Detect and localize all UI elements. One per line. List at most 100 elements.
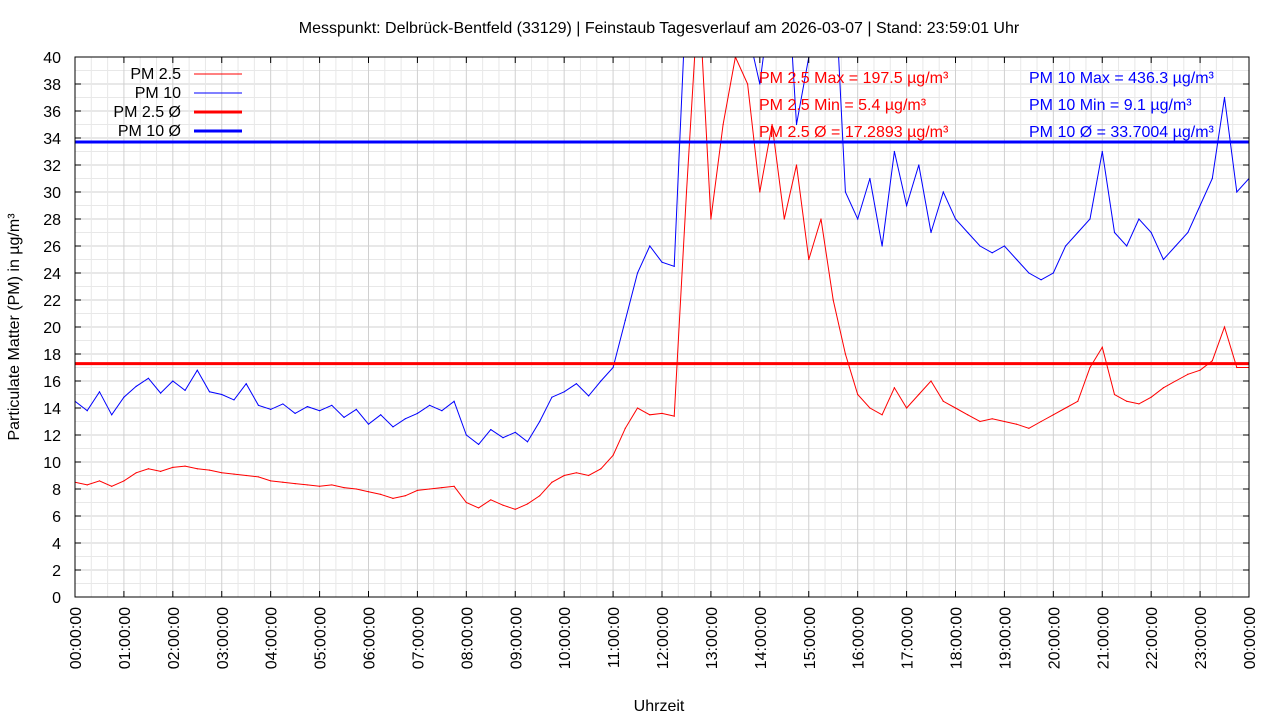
data-point-pm-2-5 — [343, 487, 345, 489]
y-tick-label: 38 — [43, 77, 61, 94]
data-point-pm-2-5 — [270, 480, 272, 482]
data-point-pm-10 — [1162, 258, 1164, 261]
legend-label-pm10: PM 10 — [135, 85, 181, 102]
data-point-pm-10 — [441, 410, 443, 412]
data-point-pm-10 — [844, 191, 847, 193]
data-point-pm-2-5 — [539, 495, 541, 497]
y-tick-label: 18 — [43, 347, 61, 364]
data-point-pm-10 — [1040, 279, 1042, 281]
data-point-pm-10 — [429, 404, 431, 406]
x-tick-label: 00:00:00 — [1242, 607, 1259, 669]
data-point-pm-2-5 — [135, 472, 137, 474]
data-point-pm-2-5 — [331, 484, 333, 486]
data-point-pm-10 — [918, 164, 920, 166]
x-axis-label: Uhrzeit — [634, 698, 685, 715]
data-point-pm-2-5 — [257, 476, 260, 478]
ticks: 024681012141618202224262830323436384000:… — [43, 50, 1259, 669]
data-point-pm-10 — [318, 410, 321, 412]
data-point-pm-2-5 — [857, 393, 859, 396]
data-point-pm-10 — [331, 404, 333, 406]
data-point-pm-10 — [942, 191, 944, 193]
pm10-min-annotation: PM 10 Min = 9.1 µg/m³ — [1029, 97, 1192, 114]
data-point-pm-10 — [86, 410, 88, 412]
data-point-pm-10 — [490, 429, 492, 431]
data-point-pm-2-5 — [1138, 403, 1140, 405]
data-point-pm-2-5 — [282, 481, 284, 483]
data-point-pm-2-5 — [1150, 396, 1152, 398]
data-point-pm-2-5 — [221, 472, 223, 474]
data-point-pm-2-5 — [318, 485, 321, 487]
data-point-pm-2-5 — [991, 418, 993, 420]
x-tick-label: 00:00:00 — [68, 607, 85, 669]
x-tick-label: 10:00:00 — [557, 607, 574, 669]
data-point-pm-10 — [1077, 231, 1079, 234]
data-point-pm-10 — [196, 369, 198, 371]
y-tick-label: 26 — [43, 239, 61, 256]
data-point-pm-2-5 — [759, 191, 761, 193]
data-point-pm-2-5 — [661, 412, 663, 414]
data-point-pm-2-5 — [967, 414, 969, 416]
data-point-pm-10 — [1089, 218, 1091, 220]
data-point-pm-10 — [404, 418, 406, 420]
data-point-pm-2-5 — [685, 191, 688, 193]
x-tick-label: 02:00:00 — [166, 607, 183, 669]
data-point-pm-10 — [477, 443, 480, 446]
data-point-pm-10 — [160, 392, 162, 394]
x-tick-label: 19:00:00 — [997, 607, 1014, 669]
data-point-pm-2-5 — [869, 407, 871, 409]
y-tick-label: 24 — [43, 266, 61, 283]
data-point-pm-2-5 — [98, 480, 101, 482]
pm25-max-annotation: PM 2.5 Max = 197.5 µg/m³ — [759, 70, 949, 87]
chart-title: Messpunkt: Delbrück-Bentfeld (33129) | F… — [299, 20, 1020, 37]
data-point-pm-2-5 — [551, 481, 553, 483]
x-tick-label: 07:00:00 — [410, 607, 427, 669]
data-point-pm-2-5 — [429, 488, 431, 490]
y-tick-label: 40 — [43, 50, 61, 67]
data-point-pm-10 — [1138, 218, 1140, 220]
data-point-pm-2-5 — [453, 485, 455, 487]
pm25-min-annotation: PM 2.5 Min = 5.4 µg/m³ — [759, 97, 927, 114]
x-tick-label: 17:00:00 — [900, 607, 917, 669]
y-tick-label: 0 — [52, 590, 61, 607]
data-point-pm-10 — [979, 245, 981, 247]
data-point-pm-10 — [294, 412, 296, 414]
data-point-pm-10 — [111, 414, 113, 416]
data-point-pm-2-5 — [123, 480, 125, 482]
x-tick-label: 14:00:00 — [753, 607, 770, 669]
data-point-pm-2-5 — [1101, 346, 1103, 348]
data-point-pm-2-5 — [588, 474, 590, 477]
x-tick-label: 18:00:00 — [949, 607, 966, 669]
data-point-pm-2-5 — [416, 489, 419, 491]
data-point-pm-2-5 — [1113, 393, 1116, 396]
data-point-pm-2-5 — [722, 123, 724, 126]
data-point-pm-2-5 — [954, 407, 957, 409]
data-point-pm-2-5 — [942, 400, 944, 402]
data-point-pm-10 — [1052, 272, 1054, 274]
x-tick-label: 22:00:00 — [1144, 607, 1161, 669]
y-tick-label: 8 — [52, 482, 61, 499]
data-point-pm-10 — [954, 218, 957, 220]
y-tick-label: 32 — [43, 158, 61, 175]
data-point-pm-2-5 — [233, 473, 235, 475]
data-point-pm-10 — [502, 437, 504, 439]
data-point-pm-10 — [98, 391, 101, 393]
data-point-pm-10 — [1236, 191, 1238, 193]
annotations: PM 2.5 Max = 197.5 µg/m³ PM 2.5 Min = 5.… — [759, 70, 1215, 141]
x-tick-label: 03:00:00 — [215, 607, 232, 669]
data-point-pm-10 — [991, 252, 993, 254]
data-point-pm-2-5 — [1028, 427, 1030, 429]
data-point-pm-10 — [869, 177, 871, 180]
data-point-pm-2-5 — [783, 218, 785, 220]
x-tick-label: 13:00:00 — [704, 607, 721, 669]
data-point-pm-2-5 — [367, 491, 370, 493]
pm25-avg-annotation: PM 2.5 Ø = 17.2893 µg/m³ — [759, 124, 949, 141]
data-point-pm-10 — [1064, 245, 1067, 247]
data-point-pm-2-5 — [441, 487, 443, 489]
x-tick-label: 12:00:00 — [655, 607, 672, 669]
data-point-pm-2-5 — [1187, 373, 1189, 375]
data-point-pm-2-5 — [355, 488, 357, 490]
data-point-pm-2-5 — [1003, 420, 1006, 423]
x-tick-label: 15:00:00 — [802, 607, 819, 669]
data-point-pm-10 — [1199, 204, 1201, 207]
